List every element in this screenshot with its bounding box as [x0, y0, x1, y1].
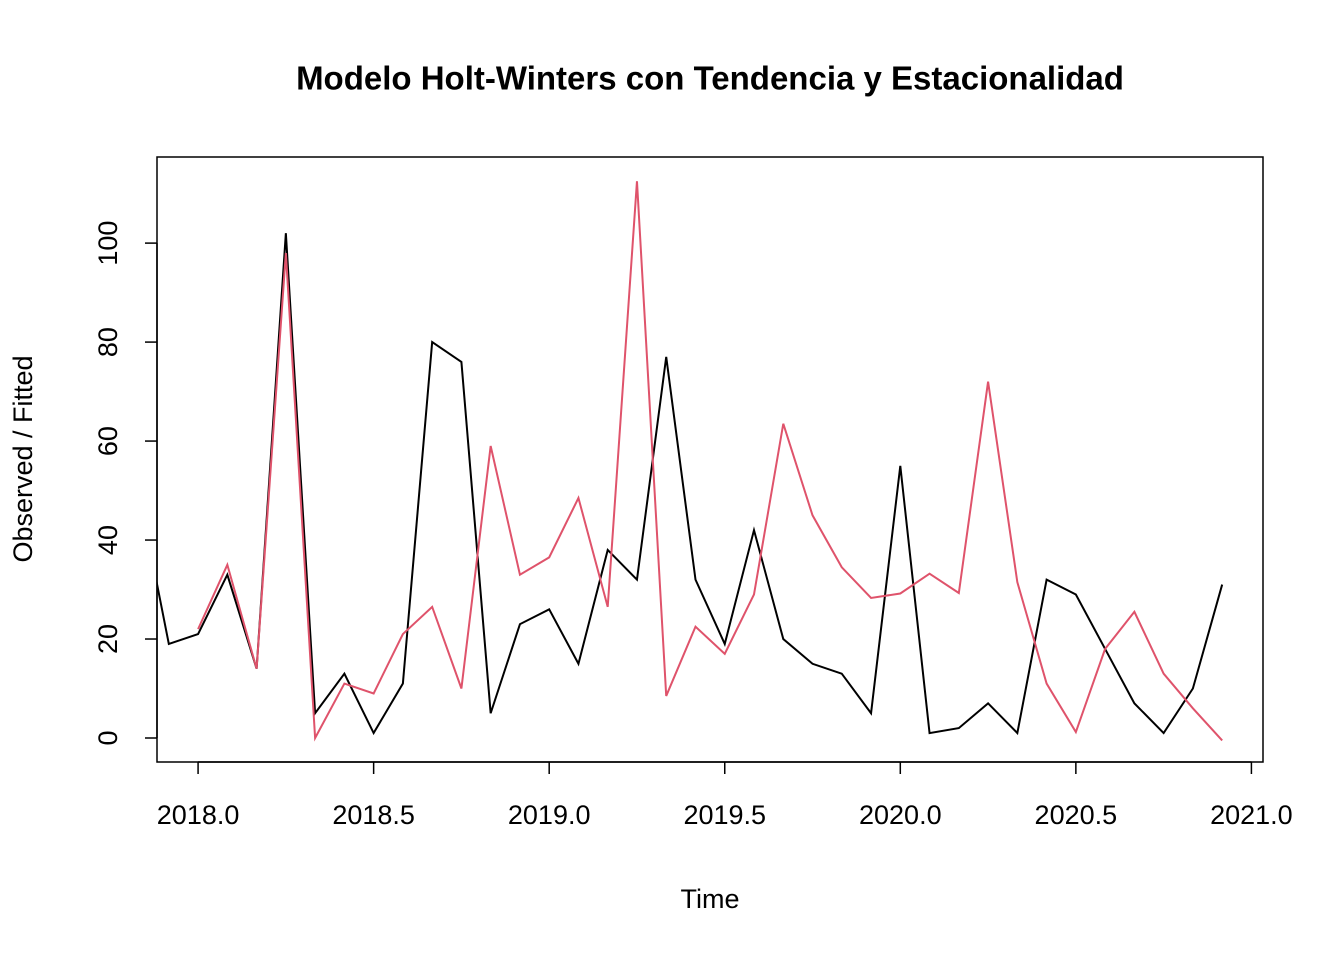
x-tick-label: 2021.0 [1210, 800, 1293, 830]
x-tick-label: 2018.5 [332, 800, 415, 830]
plot-area [157, 181, 1224, 742]
y-tick-label: 20 [93, 624, 123, 654]
chart-title: Modelo Holt-Winters con Tendencia y Esta… [296, 60, 1124, 97]
x-tick-label: 2020.5 [1035, 800, 1118, 830]
x-tick-label: 2018.0 [157, 800, 240, 830]
x-tick-label: 2019.0 [508, 800, 591, 830]
y-tick-label: 60 [93, 426, 123, 456]
x-tick-label: 2019.5 [683, 800, 766, 830]
x-axis-label: Time [681, 884, 740, 914]
x-tick-label: 2020.0 [859, 800, 942, 830]
series-line [157, 233, 1224, 736]
y-axis-label: Observed / Fitted [8, 355, 38, 562]
series-line [197, 181, 1223, 742]
y-tick-label: 80 [93, 327, 123, 357]
y-tick-label: 0 [93, 730, 123, 745]
y-tick-label: 100 [93, 221, 123, 266]
y-tick-label: 40 [93, 525, 123, 555]
